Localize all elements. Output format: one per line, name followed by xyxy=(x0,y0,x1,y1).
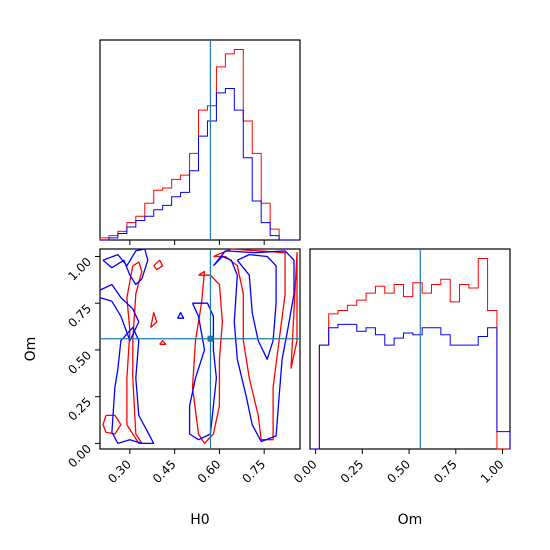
om-hist-x-tick-label-0: 0.00 xyxy=(291,457,320,486)
panel-2d-h0-om: 0.30 0.45 0.60 0.75 0.00 0.25 0.50 0.75 1.00 xyxy=(65,248,301,486)
contour-red-7 xyxy=(290,252,298,369)
contour-red-3 xyxy=(213,248,286,441)
om-hist-x-tick-label-3: 0.75 xyxy=(431,457,460,486)
x-axis-label-om: Om xyxy=(398,512,423,528)
contour-blue-1 xyxy=(99,283,140,342)
om-hist-red xyxy=(310,258,510,450)
x-axis-label-h0: H0 xyxy=(190,512,209,528)
joint-x-tick-label-0: 0.30 xyxy=(105,457,134,486)
joint-x-tick-label-2: 0.60 xyxy=(195,457,224,486)
joint-y-tick-label-0: 0.00 xyxy=(65,442,94,471)
om-hist-blue xyxy=(310,323,511,450)
contour-blue-3 xyxy=(188,302,218,441)
contour-blue-6 xyxy=(177,311,185,319)
h0-hist-blue xyxy=(100,87,300,241)
h0-hist-red xyxy=(99,49,300,241)
panel-hist-h0 xyxy=(99,39,301,245)
h0-hist-ticks xyxy=(129,240,265,245)
contour-red-6 xyxy=(159,339,167,345)
joint-y-tick-label-3: 0.75 xyxy=(65,301,94,330)
joint-contour-layer xyxy=(99,248,300,449)
panel-hist-om: 0.00 0.25 0.50 0.75 1.00 xyxy=(291,248,511,486)
contour-red-2 xyxy=(191,270,224,445)
joint-y-tick-label-4: 1.00 xyxy=(65,255,94,284)
contour-red-5 xyxy=(150,311,158,328)
joint-y-tick-label-1: 0.25 xyxy=(65,395,94,424)
contour-red-4 xyxy=(153,259,164,271)
contour-blue-4 xyxy=(212,250,295,443)
h0-hist-layer xyxy=(99,40,300,241)
contour-blue-5 xyxy=(236,253,277,360)
panel-frame xyxy=(99,39,301,241)
truth-marker xyxy=(207,335,214,342)
joint-x-tick-label-3: 0.75 xyxy=(240,457,269,486)
om-hist-x-tick-label-2: 0.50 xyxy=(384,457,413,486)
contour-blue-0 xyxy=(102,248,149,286)
om-hist-x-tick-label-1: 0.25 xyxy=(338,457,367,486)
y-axis-label-om: Om xyxy=(23,337,39,362)
om-hist-layer xyxy=(310,249,511,450)
om-hist-ticks: 0.00 0.25 0.50 0.75 1.00 xyxy=(291,449,507,486)
contour-red-0 xyxy=(102,414,122,435)
joint-x-tick-label-1: 0.45 xyxy=(150,457,179,486)
panel-frame xyxy=(309,248,511,450)
joint-y-tick-label-2: 0.50 xyxy=(65,348,94,377)
om-hist-x-tick-label-4: 1.00 xyxy=(478,457,507,486)
